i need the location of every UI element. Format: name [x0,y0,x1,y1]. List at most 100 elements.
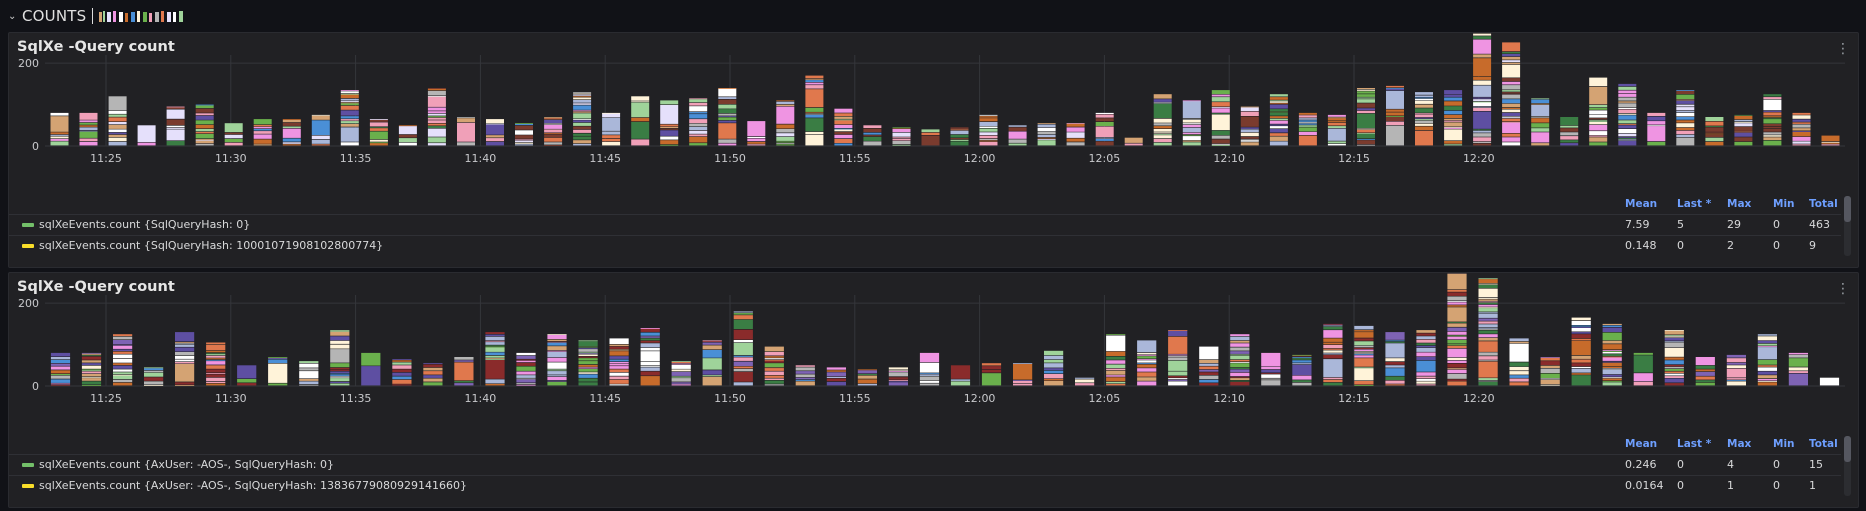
bar-segment [547,357,567,362]
bar-segment [1153,102,1172,104]
bar-segment [427,88,446,89]
bar-segment [1473,76,1492,80]
legend-header-total[interactable]: Total [1809,438,1838,450]
bar [1385,332,1405,386]
legend-header-max[interactable]: Max [1727,198,1752,210]
bar-segment [602,113,621,118]
bar-segment [1788,373,1808,386]
bar [516,352,536,386]
bar-segment [950,134,969,138]
panel-query-count-2[interactable]: SqlXe -Query count ⋮ 0 200 11:25 11:30 11:35… [8,272,1859,508]
legend-header-mean[interactable]: Mean [1625,438,1658,450]
bar [1734,114,1753,146]
bar-segment [206,374,226,378]
bar-segment [1478,279,1498,284]
bar-segment [515,144,533,146]
bar-segment [1602,354,1622,356]
bar-segment [1618,109,1637,113]
bar-segment [1676,110,1695,113]
legend-header-last[interactable]: Last * [1677,438,1712,450]
legend-scrollbar[interactable] [1844,196,1851,256]
bar-segment [113,345,133,349]
bar-segment [1230,334,1250,337]
legend-header-max[interactable]: Max [1727,438,1752,450]
x-tick-label: 12:00 [964,392,996,405]
legend-header-min[interactable]: Min [1773,438,1795,450]
legend-row[interactable]: sqlXeEvents.count {AxUser: -AOS-, SqlQue… [9,454,1841,475]
bar-segment [1734,137,1753,142]
bar-segment [1230,351,1250,354]
legend-row[interactable]: sqlXeEvents.count {SqlQueryHash: 1000107… [9,235,1841,256]
bar-segment [640,338,660,341]
bar [805,75,824,146]
bar-segment [1664,330,1684,331]
bar-segment [1008,127,1027,131]
scrollbar-thumb[interactable] [1844,436,1851,462]
bar-segment [224,134,243,139]
legend-header-min[interactable]: Min [1773,198,1795,210]
scrollbar-thumb[interactable] [1844,196,1851,222]
bar-segment [1386,88,1404,89]
bar-segment [805,78,824,80]
bar-segment [671,369,691,372]
bar-segment [1323,325,1343,327]
bar [113,334,133,386]
bar-segment [1792,119,1811,122]
bar-segment [1589,121,1608,122]
legend-scrollbar[interactable] [1844,436,1851,496]
panel-query-count-1[interactable]: SqlXe -Query count ⋮ 0 200 11:25 11:30 11:35… [8,32,1859,268]
bar-segment [1763,128,1782,132]
bar-segment [733,313,753,315]
bar [1726,354,1746,386]
bar-segment [1602,382,1622,386]
bar-segment [747,141,766,144]
bar-segment [1416,376,1436,379]
bar-segment [330,374,350,376]
bar-segment [1106,370,1126,375]
bar-segment [979,116,998,118]
bar-segment [689,143,708,146]
bar-segment [1137,372,1157,377]
bar [454,357,474,386]
legend-header-total[interactable]: Total [1809,198,1838,210]
legend-header-mean[interactable]: Mean [1625,198,1658,210]
bar-segment [1792,115,1811,119]
panel-menu-icon[interactable]: ⋮ [1836,281,1850,297]
bar-segment [485,334,505,337]
bar-segment [516,355,536,359]
bar-segment [144,370,164,373]
bar-segment [1153,94,1172,99]
bar-segment [144,385,164,386]
bar-segment [702,376,722,386]
bar-segment [1153,99,1172,102]
bar-segment [1323,379,1343,383]
bar-segment [1444,141,1463,144]
bar-segment [888,376,908,378]
bar-segment [206,369,226,373]
chevron-down-icon[interactable]: ⌄ [8,10,17,22]
panel-menu-icon[interactable]: ⋮ [1836,41,1850,57]
bar-segment [1502,116,1521,118]
bar-segment [1478,341,1498,352]
bar-segment [1044,363,1064,368]
bar-segment [718,88,737,89]
bar-segment [631,102,650,118]
bar-segment [1444,126,1463,128]
bar-segment [166,107,185,109]
bar-segment [1473,111,1492,129]
legend-row[interactable]: sqlXeEvents.count {AxUser: -AOS-, SqlQue… [9,475,1841,496]
bar-segment [1230,359,1250,362]
bar-segment [427,126,446,128]
bar-segment [1763,116,1782,118]
row-header-counts[interactable]: ⌄ COUNTS [8,4,187,28]
legend-header-last[interactable]: Last * [1677,198,1712,210]
bar-segment [175,342,195,343]
bar-segment [1386,85,1404,88]
legend-row[interactable]: sqlXeEvents.count {SqlQueryHash: 0} 7.59… [9,214,1841,235]
bar-segment [1502,62,1521,65]
bar-segment [113,365,133,369]
bar-segment [340,124,359,127]
bar-segment [795,381,815,386]
bar-segment [1357,110,1375,114]
bar-segment [1416,381,1436,384]
